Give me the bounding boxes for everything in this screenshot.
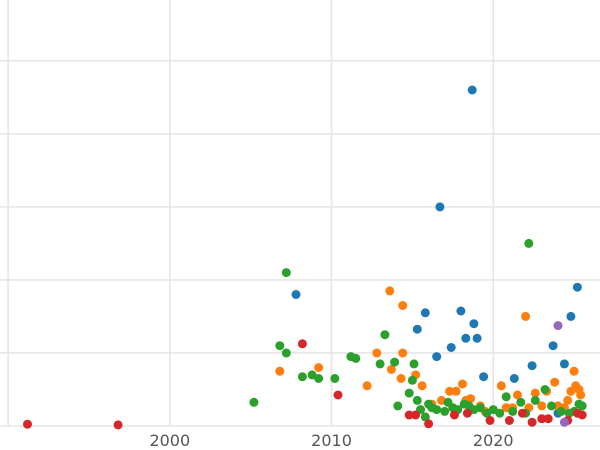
data-point <box>513 390 522 400</box>
data-point <box>517 408 527 418</box>
data-point <box>281 348 291 358</box>
data-point <box>380 330 390 340</box>
data-point <box>467 85 477 95</box>
data-point <box>386 364 396 374</box>
data-point <box>330 374 340 383</box>
data-point <box>432 405 442 415</box>
data-point <box>275 366 285 376</box>
data-point <box>297 372 307 382</box>
data-point <box>548 341 558 351</box>
data-point <box>404 410 414 420</box>
data-point <box>521 311 531 321</box>
x-tick-label: 2020 <box>473 431 514 450</box>
data-point <box>496 381 506 391</box>
x-tick-label: 2010 <box>311 431 352 450</box>
data-point <box>495 408 505 418</box>
data-point <box>113 420 123 430</box>
data-point <box>420 308 430 318</box>
data-point <box>566 311 576 321</box>
data-point <box>576 390 586 400</box>
data-point <box>445 386 455 396</box>
data-point <box>458 379 467 389</box>
data-point <box>553 321 563 331</box>
data-point <box>417 381 427 391</box>
data-point <box>404 388 414 398</box>
data-point <box>375 359 385 369</box>
data-point <box>451 386 461 396</box>
data-point <box>504 416 514 425</box>
data-point <box>432 352 442 362</box>
data-point <box>333 390 343 400</box>
data-point <box>249 397 259 407</box>
data-point <box>475 403 485 413</box>
data-point <box>23 419 32 429</box>
x-tick-labels: 2000 2010 2020 <box>149 431 513 450</box>
data-point <box>485 416 495 425</box>
data-point <box>569 366 579 376</box>
data-point <box>563 395 573 405</box>
data-point <box>559 417 569 427</box>
data-point <box>524 238 534 248</box>
data-point <box>449 410 459 420</box>
data-point <box>393 401 403 411</box>
data-point <box>543 414 553 424</box>
data-point <box>314 363 324 373</box>
data-point <box>516 397 526 407</box>
data-points <box>23 85 587 430</box>
data-point <box>527 361 537 371</box>
data-point <box>372 348 382 358</box>
data-point <box>396 374 406 383</box>
data-point <box>537 414 547 424</box>
data-point <box>424 419 434 429</box>
grid <box>0 0 600 427</box>
data-point <box>390 357 400 367</box>
data-point <box>530 388 540 398</box>
data-point <box>530 395 540 405</box>
data-point <box>446 343 456 352</box>
data-point <box>509 374 519 383</box>
data-point <box>281 268 291 278</box>
data-point <box>527 417 537 427</box>
data-point <box>461 333 471 343</box>
data-point <box>435 202 445 212</box>
data-point <box>479 372 489 382</box>
data-point <box>550 377 560 387</box>
data-point <box>440 406 450 416</box>
x-tick-label: 2000 <box>149 431 190 450</box>
data-point <box>409 359 419 369</box>
data-point <box>420 412 430 422</box>
data-point <box>472 333 482 343</box>
data-point <box>297 339 307 349</box>
data-point <box>385 286 395 296</box>
data-point <box>537 401 547 411</box>
data-point <box>469 319 479 329</box>
data-point <box>456 306 466 316</box>
data-point <box>291 290 301 299</box>
data-point <box>398 301 408 310</box>
data-point <box>412 324 422 334</box>
data-point <box>547 401 556 411</box>
data-point <box>407 375 417 385</box>
data-point <box>556 406 566 416</box>
data-point <box>577 401 587 411</box>
data-point <box>314 374 324 383</box>
data-point <box>362 381 372 391</box>
data-point <box>466 394 476 404</box>
data-point <box>351 353 361 363</box>
data-point <box>559 359 569 369</box>
data-point <box>412 395 422 405</box>
data-point <box>462 408 472 418</box>
data-point <box>508 406 518 416</box>
data-point <box>572 282 582 292</box>
data-point <box>411 410 421 420</box>
data-point <box>540 385 550 394</box>
data-point <box>577 410 587 420</box>
data-point <box>398 348 408 358</box>
data-point <box>275 341 285 351</box>
data-point <box>501 392 511 402</box>
